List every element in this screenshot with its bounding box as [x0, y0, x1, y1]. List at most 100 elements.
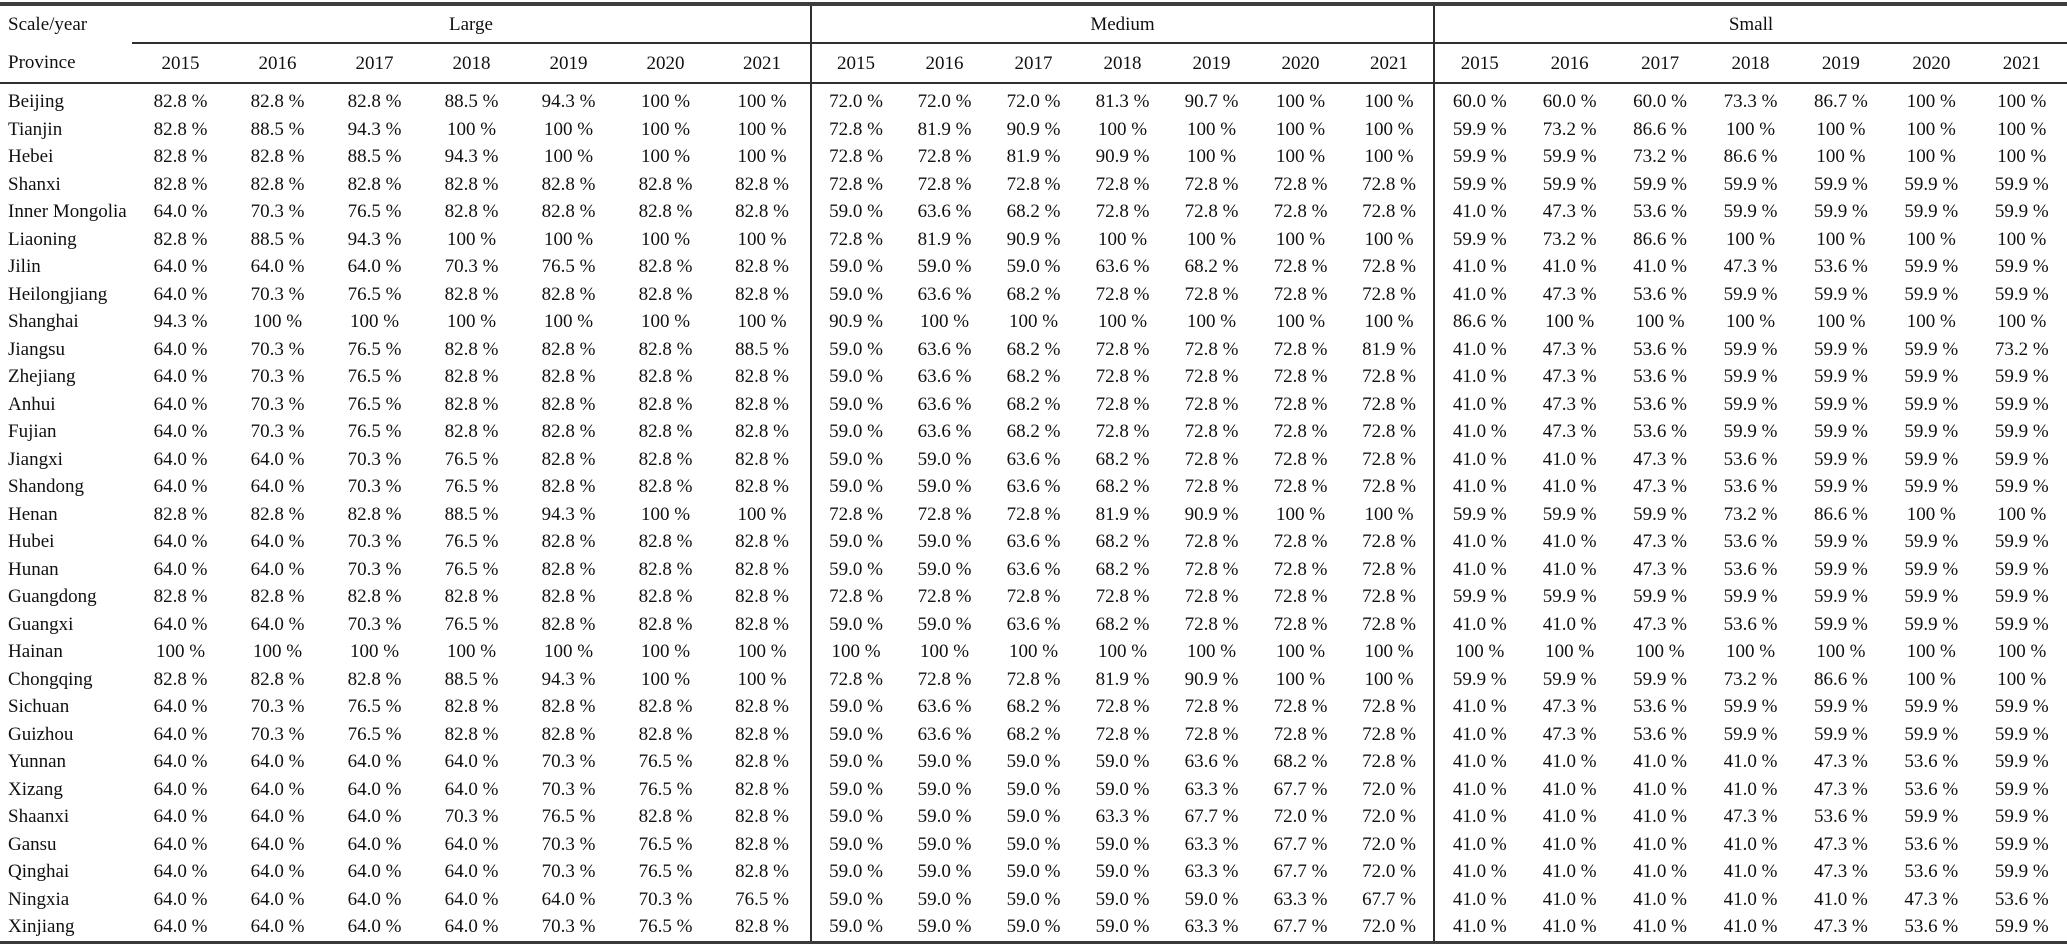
value-cell: 81.9 % [1345, 335, 1436, 363]
value-cell: 76.5 % [347, 393, 402, 415]
province-cell: Shandong [8, 476, 84, 498]
province-cell: Xizang [8, 778, 63, 800]
value-cell: 73.2 % [1723, 503, 1778, 525]
value-cell: 100 % [1275, 146, 1326, 168]
value-cell: 100 % [1545, 641, 1595, 663]
value-cell: 82.8 % [714, 720, 813, 748]
value-cell: 53.6 % [1904, 833, 1959, 855]
value-cell: 82.8 % [714, 830, 813, 858]
value-cell: 100 % [714, 500, 813, 528]
province-cell: Shanghai [8, 311, 79, 333]
value-cell: 53.6 % [1814, 256, 1868, 278]
value-cell: 82.8 % [541, 558, 596, 580]
province-cell: Jilin [8, 256, 41, 278]
value-cell: 59.9 % [1814, 338, 1868, 360]
value-cell: 59.9 % [1994, 778, 2049, 800]
year-header: 2019 [1167, 43, 1257, 84]
value-cell: 47.3 % [1542, 723, 1597, 745]
value-cell: 59.0 % [1006, 256, 1061, 278]
value-cell: 63.6 % [917, 723, 972, 745]
value-cell: 100 % [1997, 641, 2047, 663]
value-cell: 82.8 % [153, 173, 208, 195]
table-row: Guangxi 64.0 % 64.0 % 70.3 % 76.5 % 82.8 % 82.… [0, 610, 2067, 638]
value-cell: 76.5 % [444, 558, 499, 580]
value-cell: 72.8 % [1345, 418, 1436, 446]
province-cell: Hainan [8, 641, 63, 663]
value-cell: 41.0 % [1723, 916, 1778, 938]
value-cell: 100 % [1906, 91, 1956, 113]
value-cell: 67.7 % [1184, 806, 1239, 828]
value-cell: 72.8 % [1006, 173, 1061, 195]
value-cell: 82.8 % [541, 723, 596, 745]
value-cell: 72.8 % [1273, 421, 1328, 443]
value-cell: 41.0 % [1542, 861, 1597, 883]
value-cell: 64.0 % [153, 558, 208, 580]
value-cell: 41.0 % [1452, 256, 1507, 278]
year-header: 2016 [229, 43, 326, 84]
group-header-small: Small [1434, 4, 2067, 44]
value-cell: 59.0 % [1006, 806, 1061, 828]
year-header: 2016 [1524, 43, 1615, 84]
province-cell: Chongqing [8, 668, 93, 690]
value-cell: 82.8 % [638, 531, 693, 553]
value-cell: 100 % [1186, 118, 1237, 140]
value-cell: 76.5 % [347, 696, 402, 718]
table-row: Gansu 64.0 % 64.0 % 64.0 % 64.0 % 70.3 % 76.5 … [0, 830, 2067, 858]
value-cell: 63.6 % [917, 696, 972, 718]
value-cell: 72.8 % [917, 146, 972, 168]
value-cell: 76.5 % [444, 476, 499, 498]
value-cell: 41.0 % [1633, 806, 1687, 828]
value-cell: 41.0 % [1452, 531, 1507, 553]
value-cell: 59.9 % [1814, 366, 1868, 388]
value-cell: 64.0 % [250, 888, 305, 910]
value-cell: 53.6 % [1723, 448, 1778, 470]
value-cell: 100 % [1816, 118, 1866, 140]
value-cell: 59.9 % [1904, 283, 1959, 305]
value-cell: 82.8 % [347, 586, 402, 608]
value-cell: 82.8 % [638, 696, 693, 718]
value-cell: 59.9 % [1542, 586, 1597, 608]
value-cell: 47.3 % [1542, 201, 1597, 223]
value-cell: 59.9 % [1904, 393, 1959, 415]
value-cell: 82.8 % [444, 173, 499, 195]
value-cell: 72.8 % [1345, 198, 1436, 226]
table-row: Sichuan 64.0 % 70.3 % 76.5 % 82.8 % 82.8 % 82.… [0, 693, 2067, 721]
province-cell: Jiangsu [8, 338, 65, 360]
year-header: 2017 [989, 43, 1079, 84]
value-cell: 41.0 % [1542, 531, 1597, 553]
value-cell: 82.8 % [153, 118, 208, 140]
value-cell: 41.0 % [1542, 888, 1597, 910]
value-cell: 59.0 % [829, 338, 883, 360]
value-cell: 59.9 % [1904, 558, 1959, 580]
value-cell: 72.8 % [1184, 448, 1239, 470]
table-row: Heilongjiang 64.0 % 70.3 % 76.5 % 82.8 % 82.8… [0, 280, 2067, 308]
value-cell: 73.3 % [1723, 91, 1778, 113]
value-cell: 64.0 % [250, 476, 305, 498]
value-cell: 90.9 % [1184, 668, 1239, 690]
value-cell: 64.0 % [347, 888, 402, 910]
value-cell: 72.8 % [1095, 338, 1150, 360]
value-cell: 72.8 % [1273, 696, 1328, 718]
value-cell: 59.0 % [829, 448, 883, 470]
table-row: Guizhou 64.0 % 70.3 % 76.5 % 82.8 % 82.8 % 82.… [0, 720, 2067, 748]
value-cell: 82.8 % [714, 445, 813, 473]
value-cell: 47.3 % [1633, 476, 1687, 498]
value-cell: 82.8 % [714, 858, 813, 886]
value-cell: 72.8 % [1184, 173, 1239, 195]
value-cell: 59.9 % [1542, 668, 1597, 690]
year-header: 2020 [1886, 43, 1977, 84]
value-cell: 67.7 % [1273, 861, 1328, 883]
value-cell: 100 % [1186, 641, 1237, 663]
value-cell: 76.5 % [347, 338, 402, 360]
table-row: Chongqing 82.8 % 82.8 % 82.8 % 88.5 % 94.3 % 1… [0, 665, 2067, 693]
value-cell: 59.9 % [1814, 173, 1868, 195]
value-cell: 82.8 % [153, 228, 208, 250]
value-cell: 41.0 % [1542, 778, 1597, 800]
value-cell: 100 % [1275, 118, 1326, 140]
value-cell: 100 % [1097, 641, 1148, 663]
value-cell: 82.8 % [714, 390, 813, 418]
value-cell: 59.0 % [1095, 916, 1150, 938]
value-cell: 67.7 % [1345, 885, 1436, 913]
value-cell: 70.3 % [250, 421, 305, 443]
value-cell: 82.8 % [541, 338, 596, 360]
